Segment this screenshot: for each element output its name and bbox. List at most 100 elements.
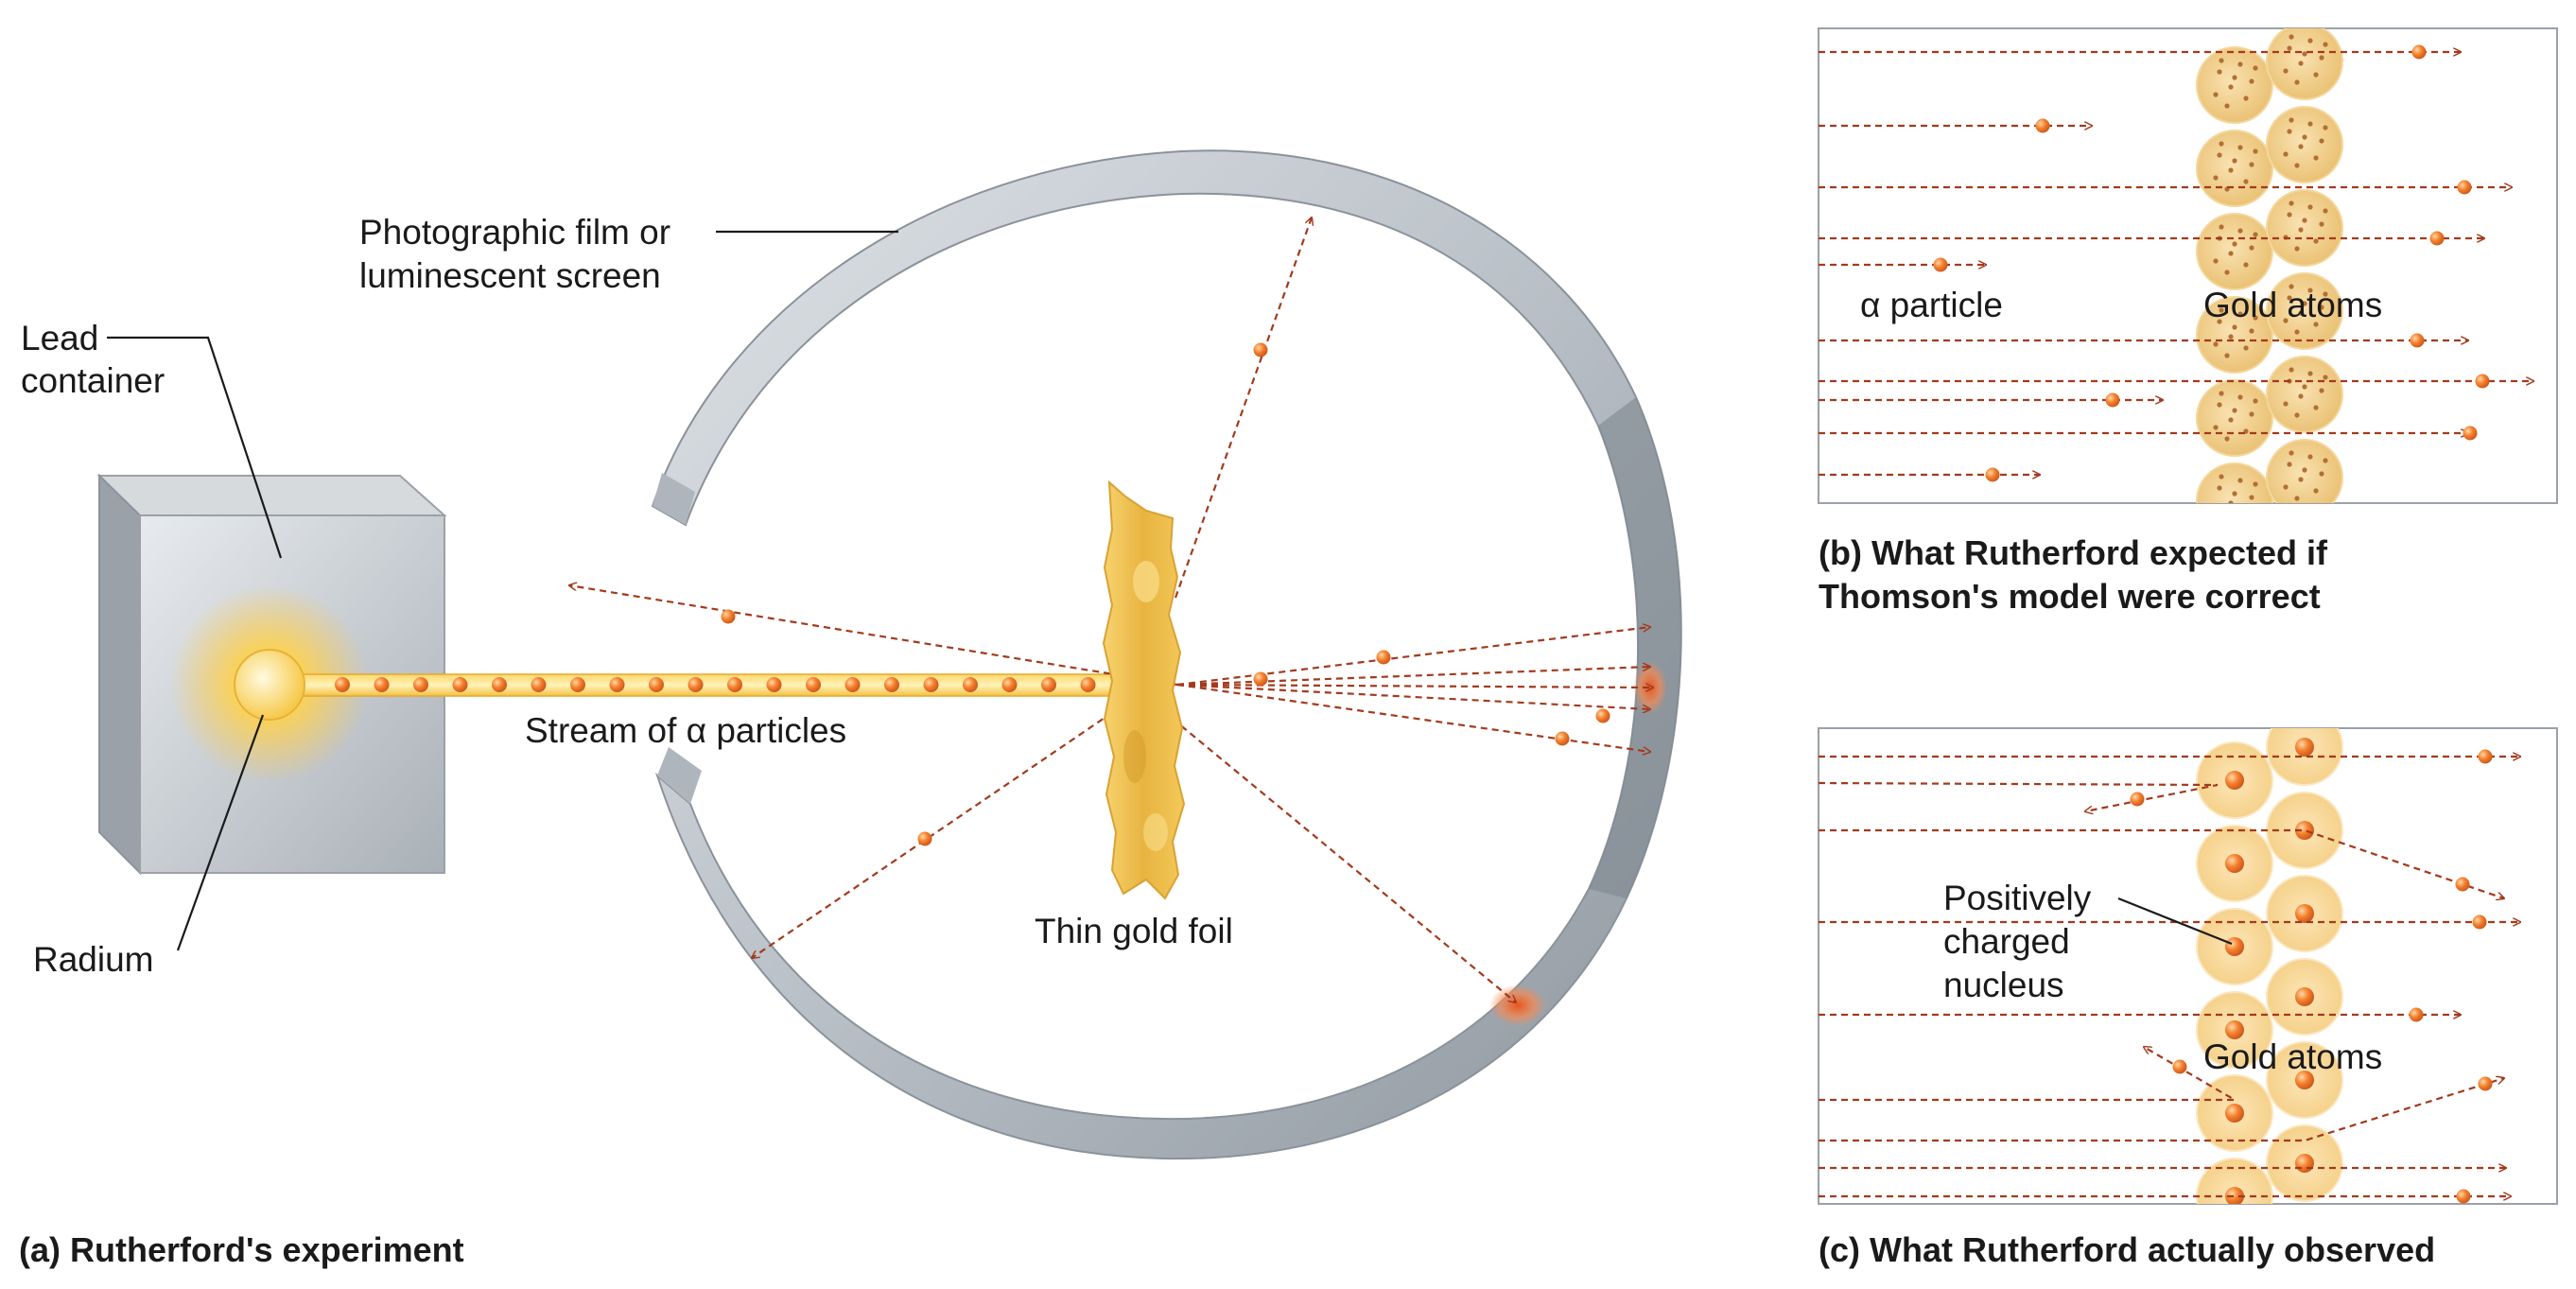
alpha-particle: [335, 677, 350, 692]
alpha-particle: [453, 677, 468, 692]
electron: [2243, 512, 2248, 516]
electron: [2253, 398, 2257, 403]
alpha-particle: [2411, 334, 2425, 348]
alpha-particle: [531, 677, 547, 692]
electron: [2213, 425, 2218, 429]
gold-atom: [2197, 463, 2272, 539]
alpha-particle: [2430, 232, 2445, 246]
electron: [2323, 125, 2327, 130]
electron: [2237, 394, 2242, 399]
electron: [2228, 167, 2233, 172]
alpha-particle: [1934, 258, 1948, 272]
electron: [2228, 84, 2233, 89]
gold-atom: [2267, 959, 2342, 1035]
nucleus: [2225, 1020, 2244, 1039]
electron: [2307, 38, 2312, 43]
stream-label: Stream of α particles: [525, 711, 846, 750]
electron: [2213, 92, 2218, 96]
gold-atom: [2267, 24, 2342, 99]
gold-atom: [2267, 709, 2342, 785]
gold-atom: [2267, 876, 2342, 951]
electron: [2217, 69, 2221, 74]
alpha-particle: [924, 677, 939, 692]
electron: [2249, 411, 2254, 416]
electron: [2224, 519, 2229, 524]
electron: [2219, 141, 2223, 146]
electron: [2232, 324, 2237, 329]
electron: [2237, 478, 2242, 482]
alpha-particle: [884, 677, 899, 692]
alpha-particle: [2412, 45, 2427, 60]
electron: [2289, 34, 2293, 39]
nucleus: [2295, 987, 2314, 1006]
electron: [2298, 61, 2303, 65]
particle-path: [1177, 627, 1650, 685]
nucleus: [2225, 937, 2244, 956]
panel-c-observed: Positively charged nucleus Gold atoms (c…: [1819, 709, 2557, 1289]
gold-atom: [2197, 47, 2272, 123]
alpha-particle: [1081, 677, 1096, 692]
panel-b-caption: (b) What Rutherford expected if Thomson'…: [1819, 533, 2337, 616]
alpha-particle-label: α particle: [1860, 286, 2003, 324]
electron: [2249, 162, 2254, 166]
electron: [2232, 491, 2237, 496]
electron: [2217, 402, 2221, 407]
electron: [2294, 246, 2299, 251]
panel-b-expected: α particle Gold atoms (b) What Rutherfor…: [1819, 24, 2557, 616]
electron: [2243, 179, 2248, 183]
electron: [2287, 462, 2291, 466]
alpha-particle: [806, 677, 821, 692]
alpha-particle: [1596, 709, 1610, 723]
electron: [2232, 408, 2237, 412]
atom-body: [2197, 47, 2272, 123]
alpha-particle: [570, 677, 585, 692]
particle-path: [1173, 719, 1516, 1002]
electron: [2298, 477, 2303, 481]
electron: [2219, 474, 2223, 479]
alpha-particle: [1041, 677, 1056, 692]
alpha-particle: [2463, 427, 2478, 441]
electron: [2289, 117, 2293, 122]
electron: [2287, 212, 2291, 217]
electron: [2232, 158, 2237, 163]
electron: [2289, 200, 2293, 205]
electron: [2298, 227, 2303, 232]
electron: [2232, 241, 2237, 246]
alpha-particle: [1254, 343, 1268, 357]
electron: [2294, 163, 2299, 167]
alpha-particle: [2410, 1008, 2424, 1022]
electron: [2228, 500, 2233, 505]
electron: [2224, 270, 2229, 274]
alpha-particle: [918, 832, 932, 846]
electron: [2283, 484, 2288, 489]
electron: [2224, 103, 2229, 108]
electron: [2283, 151, 2288, 156]
electron: [2313, 238, 2318, 243]
alpha-particle: [1556, 732, 1570, 746]
gold-atom: [2197, 380, 2272, 456]
gold-atom: [2197, 909, 2272, 984]
electron: [2243, 262, 2248, 267]
gold-atom: [2267, 357, 2342, 432]
electron: [2237, 145, 2242, 149]
electron: [2294, 412, 2299, 417]
electron: [2253, 232, 2257, 236]
electron: [2283, 401, 2288, 406]
electron: [2302, 467, 2306, 472]
panel-c-frame: [1819, 728, 2557, 1204]
panel-a-caption: (a) Rutherford's experiment: [19, 1230, 464, 1269]
electron: [2232, 75, 2237, 79]
electron: [2253, 148, 2257, 153]
particle-path: [1177, 685, 1653, 688]
atom-body: [2267, 107, 2342, 183]
alpha-particle: [374, 677, 390, 692]
gold-atoms-label-c: Gold atoms: [2203, 1037, 2382, 1076]
electron: [2224, 436, 2229, 441]
alpha-particle: [2131, 793, 2145, 807]
electron: [2298, 144, 2303, 148]
electron: [2213, 258, 2218, 263]
gold-atom: [2197, 131, 2272, 206]
alpha-particle: [492, 677, 507, 692]
electron: [2313, 155, 2318, 160]
